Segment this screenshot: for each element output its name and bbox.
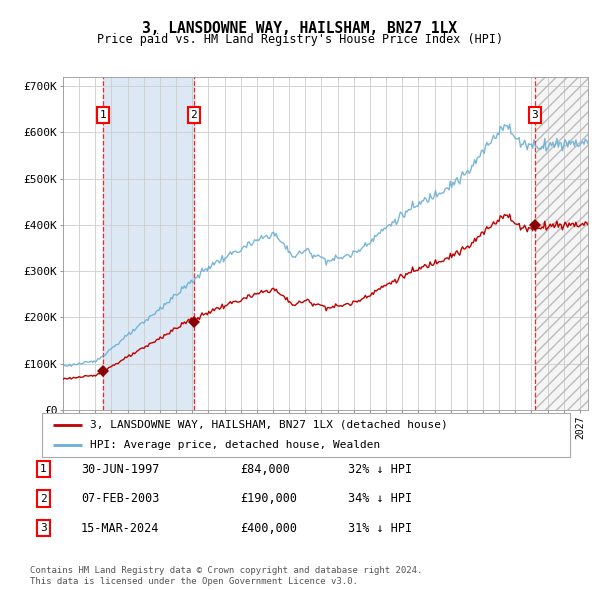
Text: 07-FEB-2003: 07-FEB-2003 (81, 492, 160, 505)
Text: 15-MAR-2024: 15-MAR-2024 (81, 522, 160, 535)
Text: 3, LANSDOWNE WAY, HAILSHAM, BN27 1LX: 3, LANSDOWNE WAY, HAILSHAM, BN27 1LX (143, 21, 458, 36)
Text: £190,000: £190,000 (240, 492, 297, 505)
Text: 2: 2 (40, 494, 47, 503)
Text: 30-JUN-1997: 30-JUN-1997 (81, 463, 160, 476)
Text: HPI: Average price, detached house, Wealden: HPI: Average price, detached house, Weal… (89, 440, 380, 450)
Text: Contains HM Land Registry data © Crown copyright and database right 2024.
This d: Contains HM Land Registry data © Crown c… (30, 566, 422, 586)
Text: £84,000: £84,000 (240, 463, 290, 476)
Bar (103, 77, 194, 410)
Bar (535, 77, 588, 410)
Text: 2: 2 (190, 110, 197, 120)
Text: 1: 1 (100, 110, 107, 120)
Text: 3: 3 (532, 110, 538, 120)
Text: 3, LANSDOWNE WAY, HAILSHAM, BN27 1LX (detached house): 3, LANSDOWNE WAY, HAILSHAM, BN27 1LX (de… (89, 420, 447, 430)
Text: 34% ↓ HPI: 34% ↓ HPI (348, 492, 412, 505)
Text: 3: 3 (40, 523, 47, 533)
Bar (535, 77, 588, 410)
Text: £400,000: £400,000 (240, 522, 297, 535)
Text: Price paid vs. HM Land Registry's House Price Index (HPI): Price paid vs. HM Land Registry's House … (97, 33, 503, 46)
Text: 1: 1 (40, 464, 47, 474)
Text: 31% ↓ HPI: 31% ↓ HPI (348, 522, 412, 535)
Text: 32% ↓ HPI: 32% ↓ HPI (348, 463, 412, 476)
